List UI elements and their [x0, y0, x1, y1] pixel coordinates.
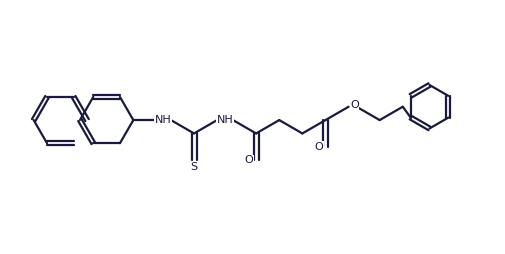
Text: S: S — [190, 162, 197, 172]
Text: O: O — [244, 155, 253, 165]
Text: O: O — [349, 100, 358, 110]
Text: O: O — [314, 142, 322, 152]
Text: NH: NH — [155, 115, 171, 125]
Text: NH: NH — [216, 115, 233, 125]
